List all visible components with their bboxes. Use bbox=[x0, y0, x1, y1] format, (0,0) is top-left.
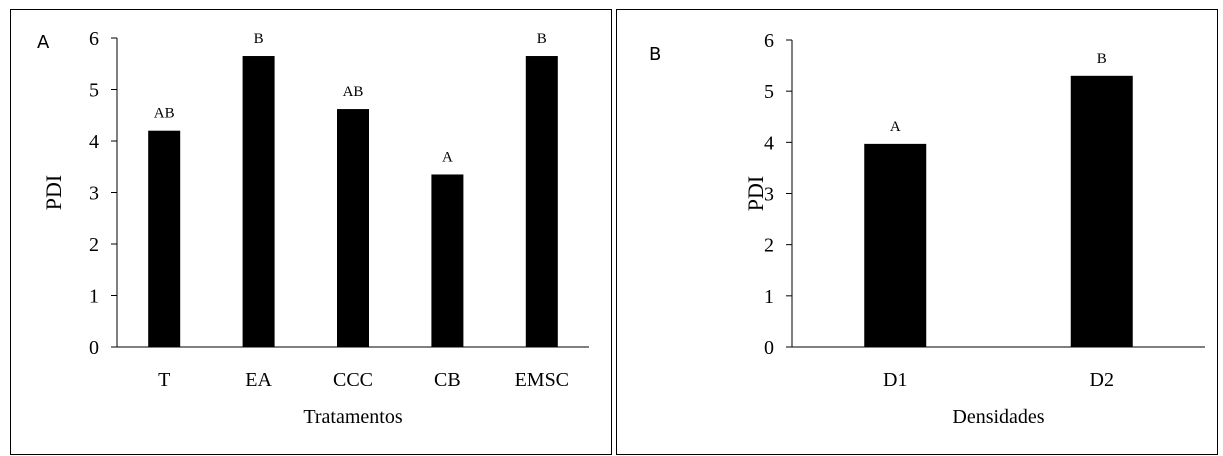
y-tick-label: 6 bbox=[89, 28, 99, 50]
chart-a-svg: A 0 1 2 3 4 5 6 AB T B EA AB CCC A CB B EMSC Tratamentos PD… bbox=[37, 28, 589, 428]
bar-d2 bbox=[1070, 75, 1133, 348]
chart-panel-b: B 0 1 2 3 4 5 6 A D1 B D2 Densidades PDI bbox=[616, 9, 1218, 455]
bar-cb bbox=[431, 174, 464, 347]
x-tick-label: CB bbox=[434, 369, 461, 391]
x-tick-label: D2 bbox=[1090, 369, 1114, 391]
x-tick-label: CCC bbox=[333, 369, 373, 391]
y-tick-label: 5 bbox=[89, 80, 99, 102]
x-axis-title: Tratamentos bbox=[303, 406, 402, 428]
y-tick-label: 4 bbox=[764, 132, 774, 154]
y-tick-label: 6 bbox=[764, 30, 774, 52]
x-tick-label: EA bbox=[245, 369, 272, 391]
bar-ccc bbox=[337, 109, 369, 347]
bar-t bbox=[148, 130, 181, 347]
y-tick-label: 2 bbox=[89, 234, 99, 256]
panel-label: A bbox=[37, 32, 50, 53]
x-tick-label: T bbox=[158, 369, 170, 391]
y-tick-label: 4 bbox=[89, 131, 99, 153]
significance-letter: A bbox=[890, 119, 901, 135]
significance-letter: B bbox=[254, 31, 264, 47]
x-tick-label: D1 bbox=[883, 369, 907, 391]
bar-ea bbox=[242, 56, 275, 348]
bar-d1 bbox=[864, 143, 927, 347]
y-axis-title: PDI bbox=[41, 175, 66, 210]
y-tick-label: 1 bbox=[764, 286, 774, 308]
chart-b-svg: B 0 1 2 3 4 5 6 A D1 B D2 Densidades PDI bbox=[649, 30, 1205, 428]
y-axis-title: PDI bbox=[743, 176, 768, 211]
y-tick-label: 3 bbox=[764, 184, 774, 206]
significance-letter: B bbox=[1097, 51, 1107, 67]
x-axis-title: Densidades bbox=[952, 406, 1044, 428]
significance-letter: B bbox=[537, 31, 547, 47]
y-tick-label: 1 bbox=[89, 286, 99, 308]
significance-letter: AB bbox=[154, 106, 175, 122]
y-tick-label: 0 bbox=[89, 337, 99, 359]
significance-letter: AB bbox=[343, 84, 364, 100]
chart-panel-a: A 0 1 2 3 4 5 6 AB T B EA AB CCC A CB B EMSC Tratamentos PD… bbox=[10, 9, 612, 455]
y-tick-label: 2 bbox=[764, 235, 774, 257]
y-tick-label: 0 bbox=[764, 337, 774, 359]
x-tick-label: EMSC bbox=[515, 369, 569, 391]
panel-label: B bbox=[649, 44, 661, 65]
y-tick-label: 5 bbox=[764, 81, 774, 103]
significance-letter: A bbox=[442, 149, 453, 165]
y-tick-label: 3 bbox=[89, 183, 99, 205]
bar-emsc bbox=[525, 56, 558, 348]
